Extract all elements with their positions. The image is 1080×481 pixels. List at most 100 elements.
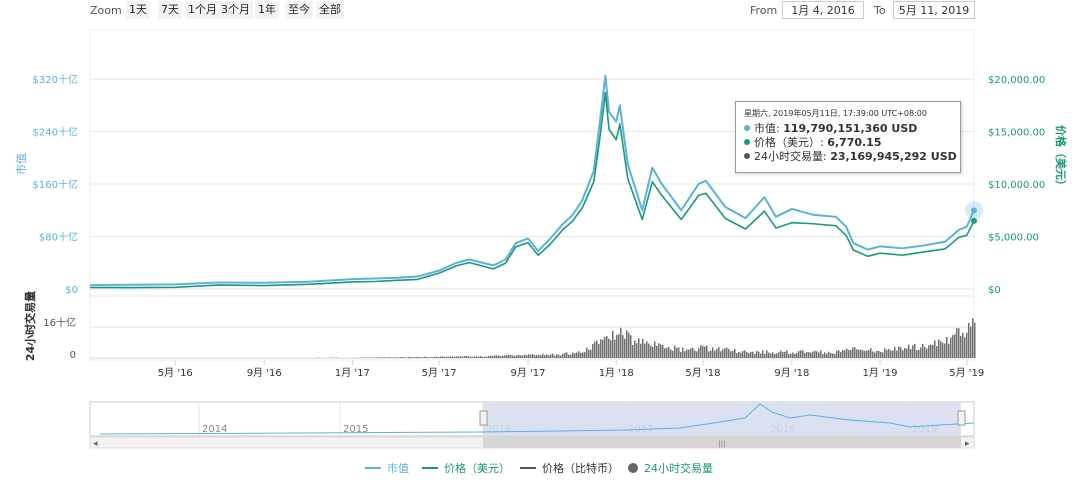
volume-bar bbox=[946, 336, 948, 358]
volume-bar bbox=[432, 357, 434, 358]
volume-bar bbox=[830, 353, 832, 358]
volume-bar bbox=[562, 353, 564, 358]
volume-bar bbox=[450, 356, 452, 358]
volume-bar bbox=[536, 355, 538, 358]
volume-bar bbox=[796, 352, 798, 358]
volume-bar bbox=[938, 339, 940, 358]
volume-bar bbox=[656, 345, 658, 358]
volume-bar bbox=[680, 351, 682, 358]
volume-bar bbox=[650, 345, 652, 358]
volume-bar bbox=[714, 350, 716, 358]
volume-bar bbox=[862, 350, 864, 358]
volume-bar bbox=[468, 356, 470, 358]
legend-item-volume[interactable]: 24小时交易量 bbox=[628, 462, 713, 476]
left-axis-title: 市值 bbox=[14, 153, 28, 175]
volume-bar bbox=[506, 355, 508, 358]
volume-bar bbox=[832, 353, 834, 358]
tooltip-label: 市值 bbox=[754, 122, 776, 135]
volume-bar bbox=[758, 351, 760, 358]
volume-bar bbox=[802, 350, 804, 358]
volume-bar bbox=[692, 347, 694, 358]
volume-bar bbox=[552, 353, 554, 358]
zoom-button-1m[interactable]: 1个月 bbox=[185, 1, 220, 19]
zoom-button-ytd[interactable]: 至今 bbox=[285, 1, 313, 19]
volume-bar bbox=[770, 353, 772, 358]
volume-bar bbox=[640, 343, 642, 358]
volume-bar bbox=[410, 357, 412, 358]
volume-bar bbox=[764, 353, 766, 358]
volume-bar bbox=[466, 356, 468, 358]
hover-point-price bbox=[971, 217, 977, 224]
volume-bar bbox=[872, 351, 874, 358]
volume-bar bbox=[548, 355, 550, 358]
volume-bar bbox=[884, 348, 886, 358]
volume-bar bbox=[730, 351, 732, 358]
volume-bar bbox=[386, 357, 388, 358]
zoom-button-1d[interactable]: 1天 bbox=[126, 1, 150, 19]
volume-bar bbox=[526, 355, 528, 358]
volume-bar bbox=[646, 341, 648, 358]
volume-bar bbox=[632, 345, 634, 358]
scrollbar-thumb bbox=[483, 437, 961, 448]
volume-bar bbox=[396, 357, 398, 358]
zoom-button-7d[interactable]: 7天 bbox=[158, 1, 182, 19]
line-swatch-icon bbox=[520, 467, 536, 469]
volume-bar bbox=[708, 351, 710, 358]
volume-bar bbox=[422, 357, 424, 358]
volume-bar bbox=[546, 354, 548, 358]
from-label: From bbox=[750, 4, 778, 17]
navigator-left-handle bbox=[479, 410, 488, 426]
volume-bar bbox=[726, 347, 728, 358]
tooltip-value: 23,169,945,292 USD bbox=[830, 150, 957, 163]
volume-bar bbox=[512, 355, 514, 358]
volume-bar bbox=[542, 353, 544, 358]
zoom-button-3m[interactable]: 3个月 bbox=[218, 1, 253, 19]
volume-bar bbox=[480, 356, 482, 358]
legend-item-price-btc[interactable]: 价格（比特币） bbox=[520, 462, 619, 476]
legend-item-market-cap[interactable]: 市值 bbox=[365, 462, 409, 476]
x-axis-tick-label: 9月 '18 bbox=[774, 367, 809, 379]
volume-bar bbox=[628, 332, 630, 358]
volume-bar bbox=[418, 357, 420, 358]
x-axis-tick-label: 1月 '19 bbox=[863, 367, 898, 379]
x-axis-tick-label: 9月 '16 bbox=[247, 367, 282, 379]
volume-bar bbox=[482, 356, 484, 358]
volume-bar bbox=[412, 357, 414, 358]
volume-bar bbox=[520, 355, 522, 358]
volume-bar bbox=[860, 349, 862, 358]
volume-bar bbox=[734, 348, 736, 358]
volume-bar bbox=[576, 352, 578, 358]
volume-bar bbox=[896, 350, 898, 358]
data-tooltip: 星期六, 2019年05月11日, 17:39:00 UTC+08:00 市值:… bbox=[735, 101, 961, 173]
volume-bar bbox=[540, 355, 542, 358]
volume-bar bbox=[810, 352, 812, 358]
volume-bar bbox=[974, 322, 976, 358]
volume-bar bbox=[878, 350, 880, 358]
volume-bar bbox=[384, 357, 386, 358]
zoom-button-1y[interactable]: 1年 bbox=[255, 1, 279, 19]
legend-item-price-usd[interactable]: 价格（美元） bbox=[422, 462, 510, 476]
volume-bar bbox=[624, 338, 626, 358]
volume-bar bbox=[522, 355, 524, 358]
volume-bar bbox=[710, 350, 712, 358]
volume-bar bbox=[420, 357, 422, 358]
volume-bar bbox=[712, 347, 714, 358]
navigator[interactable]: 201420152016201720182019◂▸||| bbox=[89, 401, 975, 449]
volume-bar bbox=[782, 351, 784, 358]
volume-series bbox=[318, 318, 976, 358]
volume-bar bbox=[844, 350, 846, 358]
to-date-input[interactable]: 5月 11, 2019 bbox=[893, 1, 975, 19]
volume-bar bbox=[458, 356, 460, 358]
volume-bar bbox=[606, 335, 608, 358]
volume-bar bbox=[442, 356, 444, 358]
volume-bar bbox=[378, 357, 380, 358]
from-date-input[interactable]: 1月 4, 2016 bbox=[782, 1, 864, 19]
volume-bar bbox=[528, 354, 530, 358]
left-axis-tick-label: $160十亿 bbox=[33, 178, 78, 191]
volume-bar bbox=[906, 348, 908, 358]
volume-bar bbox=[504, 355, 506, 358]
volume-bar bbox=[948, 343, 950, 358]
volume-bar bbox=[538, 355, 540, 358]
zoom-button-all[interactable]: 全部 bbox=[316, 1, 344, 19]
